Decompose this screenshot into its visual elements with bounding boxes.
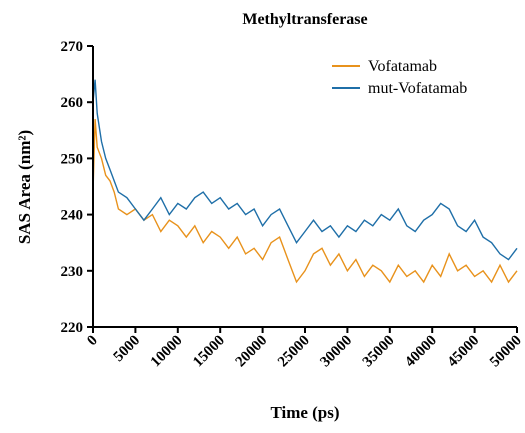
y-tick-label: 230 [61, 264, 84, 280]
x-tick-label: 30000 [317, 333, 355, 371]
x-tick-label: 10000 [148, 333, 186, 371]
x-tick-label: 25000 [275, 333, 313, 371]
x-tick-label: 5000 [111, 333, 144, 366]
x-tick-label: 35000 [360, 333, 398, 371]
x-tick-label: 20000 [233, 333, 271, 371]
x-tick-label: 15000 [190, 333, 228, 371]
legend-label: Vofatamab [368, 58, 437, 75]
y-tick-label: 240 [61, 208, 84, 224]
data-line [92, 119, 518, 284]
y-tick-label: 250 [61, 151, 84, 167]
x-tick-label: 40000 [402, 333, 440, 371]
y-tick-label: 270 [61, 39, 84, 55]
x-tick-label: 0 [84, 333, 101, 350]
legend-label: mut-Vofatamab [368, 80, 467, 97]
y-tick-label: 260 [61, 95, 84, 111]
chart-title: Methyltransferase [242, 11, 367, 28]
x-tick-label: 50000 [487, 333, 525, 371]
data-line [92, 79, 518, 261]
y-tick-label: 220 [61, 320, 84, 336]
x-tick-label: 45000 [445, 333, 483, 371]
x-axis-label: Time (ps) [270, 403, 339, 422]
y-axis-label: SAS Area (nm²) [15, 130, 34, 244]
